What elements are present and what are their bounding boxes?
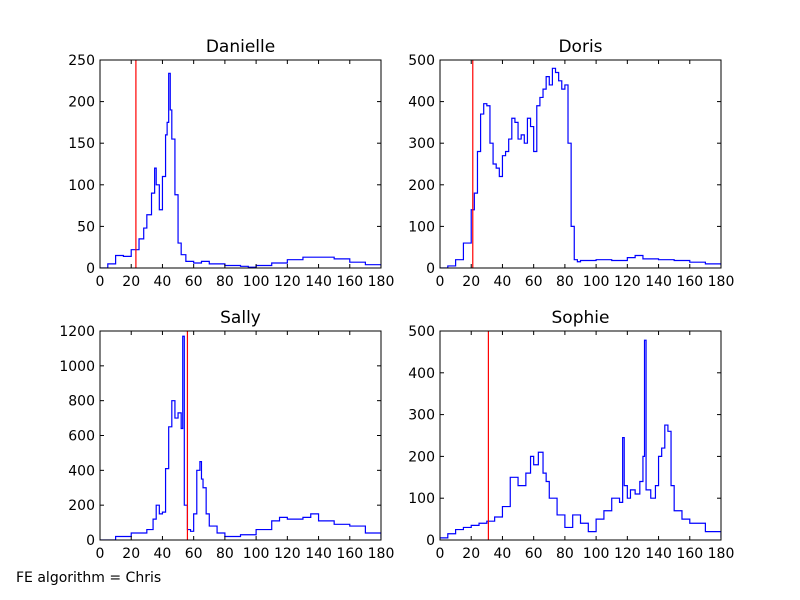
series-line bbox=[440, 67, 721, 268]
y-tick-label: 600 bbox=[68, 429, 95, 445]
subplot-title: Doris bbox=[558, 37, 602, 57]
y-tick-label: 400 bbox=[68, 463, 95, 479]
x-tick-label: 0 bbox=[96, 274, 105, 290]
x-tick-label: 120 bbox=[614, 546, 641, 562]
x-tick-label: 140 bbox=[305, 274, 332, 290]
series-line bbox=[440, 339, 721, 539]
x-tick-label: 160 bbox=[676, 546, 703, 562]
x-tick-label: 180 bbox=[368, 546, 395, 562]
x-tick-label: 80 bbox=[556, 546, 574, 562]
y-tick-label: 100 bbox=[68, 178, 95, 194]
y-tick-label: 1000 bbox=[59, 359, 95, 375]
y-tick-label: 200 bbox=[68, 498, 95, 514]
x-tick-label: 140 bbox=[645, 274, 672, 290]
y-tick-label: 0 bbox=[86, 261, 95, 277]
y-tick-label: 500 bbox=[408, 324, 435, 340]
y-tick-label: 100 bbox=[408, 219, 435, 235]
y-tick-label: 300 bbox=[408, 408, 435, 424]
x-tick-label: 180 bbox=[708, 546, 735, 562]
y-tick-label: 200 bbox=[408, 449, 435, 465]
plot-frame bbox=[99, 330, 382, 541]
footer-note: FE algorithm = Chris bbox=[16, 570, 162, 586]
x-tick-label: 40 bbox=[154, 274, 172, 290]
x-tick-label: 160 bbox=[336, 546, 363, 562]
x-tick-label: 160 bbox=[676, 274, 703, 290]
x-tick-label: 120 bbox=[614, 274, 641, 290]
x-tick-label: 80 bbox=[216, 274, 234, 290]
y-tick-label: 150 bbox=[68, 136, 95, 152]
subplot-sally: 0 20 40 60 80 100 120 140 160 180 0 200 400 600 800 100… bbox=[59, 308, 394, 562]
x-tick-label: 80 bbox=[216, 546, 234, 562]
subplot-danielle: 0 20 40 60 80 100 120 140 160 180050100150200250D… bbox=[68, 37, 394, 290]
y-tick-label: 50 bbox=[77, 219, 95, 235]
y-tick-label: 200 bbox=[408, 178, 435, 194]
x-tick-label: 20 bbox=[462, 274, 480, 290]
x-tick-label: 40 bbox=[154, 546, 172, 562]
y-tick-label: 800 bbox=[68, 394, 95, 410]
series-line bbox=[100, 72, 381, 268]
y-tick-label: 250 bbox=[68, 53, 95, 69]
x-tick-label: 60 bbox=[525, 546, 543, 562]
x-tick-label: 160 bbox=[336, 274, 363, 290]
x-tick-label: 100 bbox=[583, 546, 610, 562]
x-tick-label: 20 bbox=[462, 546, 480, 562]
x-tick-label: 100 bbox=[243, 546, 270, 562]
x-tick-label: 20 bbox=[122, 546, 140, 562]
plot-frame bbox=[439, 59, 722, 269]
y-tick-label: 1200 bbox=[59, 324, 95, 340]
x-tick-label: 140 bbox=[305, 546, 332, 562]
x-tick-label: 0 bbox=[96, 546, 105, 562]
x-tick-label: 120 bbox=[274, 546, 301, 562]
x-tick-label: 120 bbox=[274, 274, 301, 290]
x-tick-label: 60 bbox=[185, 546, 203, 562]
x-tick-label: 0 bbox=[436, 546, 445, 562]
y-tick-label: 0 bbox=[426, 533, 435, 549]
x-tick-label: 60 bbox=[185, 274, 203, 290]
subplot-title: Danielle bbox=[206, 37, 275, 57]
y-tick-label: 100 bbox=[408, 491, 435, 507]
x-tick-label: 180 bbox=[708, 274, 735, 290]
y-tick-label: 0 bbox=[86, 533, 95, 549]
y-tick-label: 0 bbox=[426, 261, 435, 277]
x-tick-label: 40 bbox=[494, 274, 512, 290]
x-tick-label: 180 bbox=[368, 274, 395, 290]
x-tick-label: 20 bbox=[122, 274, 140, 290]
plot-frame bbox=[99, 59, 382, 269]
y-tick-label: 400 bbox=[408, 95, 435, 111]
y-tick-label: 300 bbox=[408, 136, 435, 152]
subplot-title: Sally bbox=[220, 308, 261, 328]
x-tick-label: 100 bbox=[243, 274, 270, 290]
subplot-sophie: 0 20 40 60 80 100 120 140 160 1800100200300400500… bbox=[408, 308, 734, 562]
subplot-doris: 0 20 40 60 80 100 120 140 160 1800100200300400500… bbox=[408, 37, 734, 290]
x-tick-label: 140 bbox=[645, 546, 672, 562]
x-tick-label: 40 bbox=[494, 546, 512, 562]
y-tick-label: 200 bbox=[68, 95, 95, 111]
subplot-title: Sophie bbox=[552, 308, 610, 328]
x-tick-label: 60 bbox=[525, 274, 543, 290]
series-line bbox=[100, 335, 381, 540]
x-tick-label: 80 bbox=[556, 274, 574, 290]
y-tick-label: 500 bbox=[408, 53, 435, 69]
x-tick-label: 100 bbox=[583, 274, 610, 290]
x-tick-label: 0 bbox=[436, 274, 445, 290]
plot-frame bbox=[439, 330, 722, 541]
y-tick-label: 400 bbox=[408, 366, 435, 382]
